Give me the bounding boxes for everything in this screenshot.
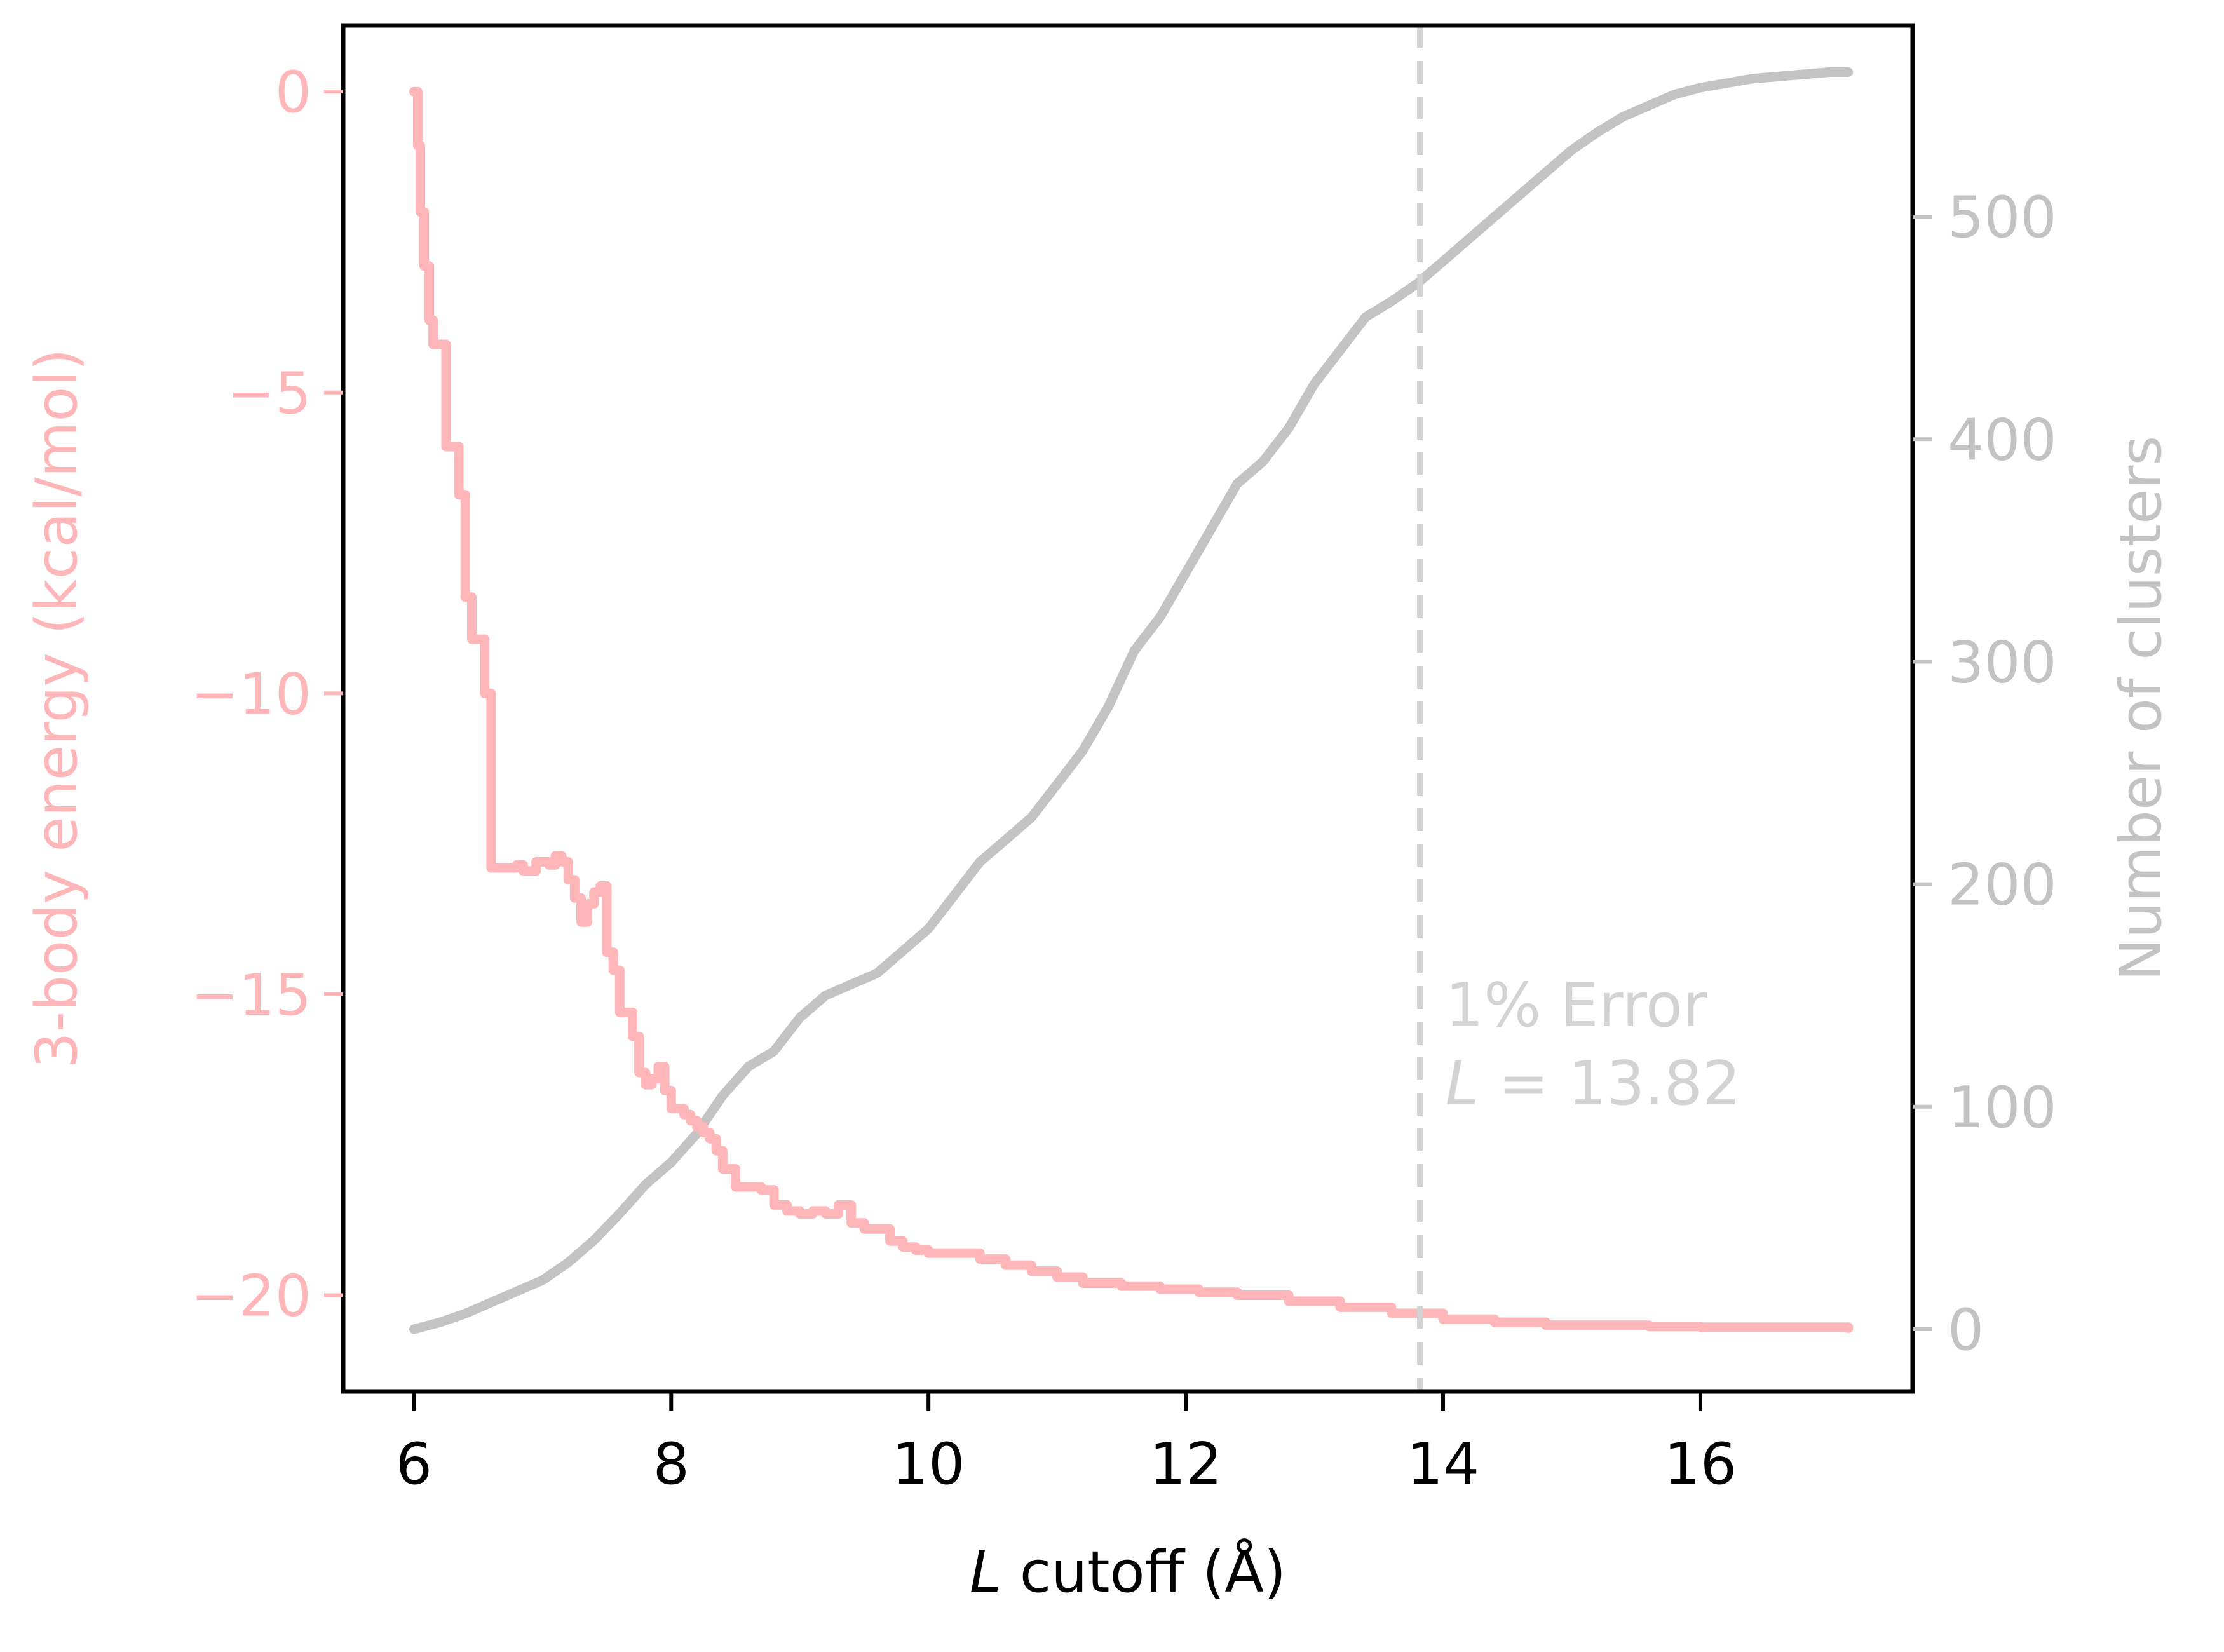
annotation-error-label: 1% Error bbox=[1446, 971, 1708, 1041]
y-right-tick-label: 400 bbox=[1948, 407, 2057, 473]
annotation-l-symbol: L bbox=[1446, 1049, 1479, 1119]
plot-frame bbox=[341, 23, 1915, 1394]
y-left-tick-label: −5 bbox=[227, 360, 311, 427]
x-axis-title: L cutoff (Å) bbox=[970, 1538, 1286, 1606]
annotation-cutoff-value: L = 13.82 bbox=[1446, 1049, 1741, 1119]
y-left-axis-ticks: 0 −5 −10 −15 −20 bbox=[191, 59, 343, 1329]
energy-series-line bbox=[409, 86, 1854, 1334]
x-axis-title-rest: cutoff (Å) bbox=[1001, 1538, 1286, 1606]
x-axis-ticks: 6 8 10 12 14 16 bbox=[396, 1391, 1737, 1498]
y-left-tick-label: −15 bbox=[191, 962, 311, 1029]
y-right-tick-label: 500 bbox=[1948, 184, 2057, 251]
y-left-tick-label: −10 bbox=[191, 661, 311, 728]
y-right-tick-label: 300 bbox=[1948, 629, 2057, 696]
clusters-series-line bbox=[409, 67, 1854, 1334]
x-tick-label: 6 bbox=[396, 1431, 432, 1498]
x-tick-label: 12 bbox=[1149, 1431, 1223, 1498]
x-tick-label: 16 bbox=[1664, 1431, 1737, 1498]
x-tick-label: 8 bbox=[653, 1431, 689, 1498]
x-tick-label: 14 bbox=[1407, 1431, 1480, 1498]
y-left-tick-label: −20 bbox=[191, 1263, 311, 1329]
y-right-axis-ticks: 0 100 200 300 400 500 bbox=[1913, 184, 2057, 1364]
x-axis-title-l: L bbox=[970, 1539, 1001, 1606]
series-layer bbox=[409, 67, 1854, 1334]
y-left-tick-label: 0 bbox=[275, 59, 311, 126]
y-left-axis-title: 3-body energy (kcal/mol) bbox=[24, 348, 90, 1068]
x-tick-label: 10 bbox=[892, 1431, 965, 1498]
annotation-value: = 13.82 bbox=[1479, 1049, 1741, 1119]
y-right-tick-label: 200 bbox=[1948, 852, 2057, 919]
y-right-tick-label: 100 bbox=[1948, 1074, 2057, 1141]
y-right-tick-label: 0 bbox=[1948, 1297, 1984, 1364]
y-right-axis-title: Number of clusters bbox=[2108, 436, 2174, 981]
